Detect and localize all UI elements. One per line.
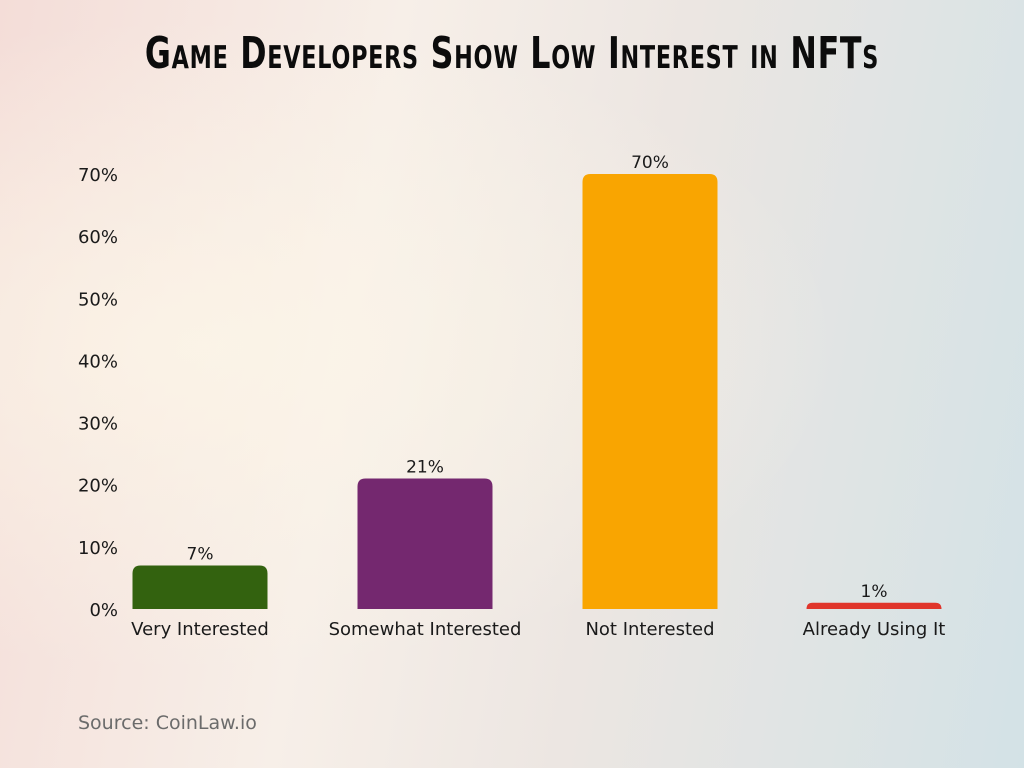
x-tick-label: Very Interested [131, 619, 269, 640]
data-label: 1% [861, 582, 888, 602]
y-tick-label: 50% [78, 289, 118, 310]
source-note: Source: CoinLaw.io [78, 712, 257, 734]
bar [806, 602, 942, 609]
x-tick-label: Somewhat Interested [329, 619, 522, 640]
y-tick-label: 30% [78, 414, 118, 435]
y-tick-label: 60% [78, 227, 118, 248]
data-label: 21% [406, 458, 444, 478]
y-tick-label: 20% [78, 476, 118, 497]
bar [357, 478, 493, 609]
y-tick-label: 40% [78, 351, 118, 372]
y-tick-label: 0% [89, 600, 118, 621]
bar [582, 174, 718, 609]
x-tick-label: Not Interested [585, 619, 714, 640]
chart-title: Game Developers Show Low Interest in NFT… [144, 28, 880, 79]
y-tick-label: 70% [78, 165, 118, 186]
bar [132, 565, 268, 609]
y-tick-label: 10% [78, 538, 118, 559]
x-tick-label: Already Using It [803, 619, 946, 640]
data-label: 70% [631, 153, 669, 173]
data-label: 7% [187, 545, 214, 565]
